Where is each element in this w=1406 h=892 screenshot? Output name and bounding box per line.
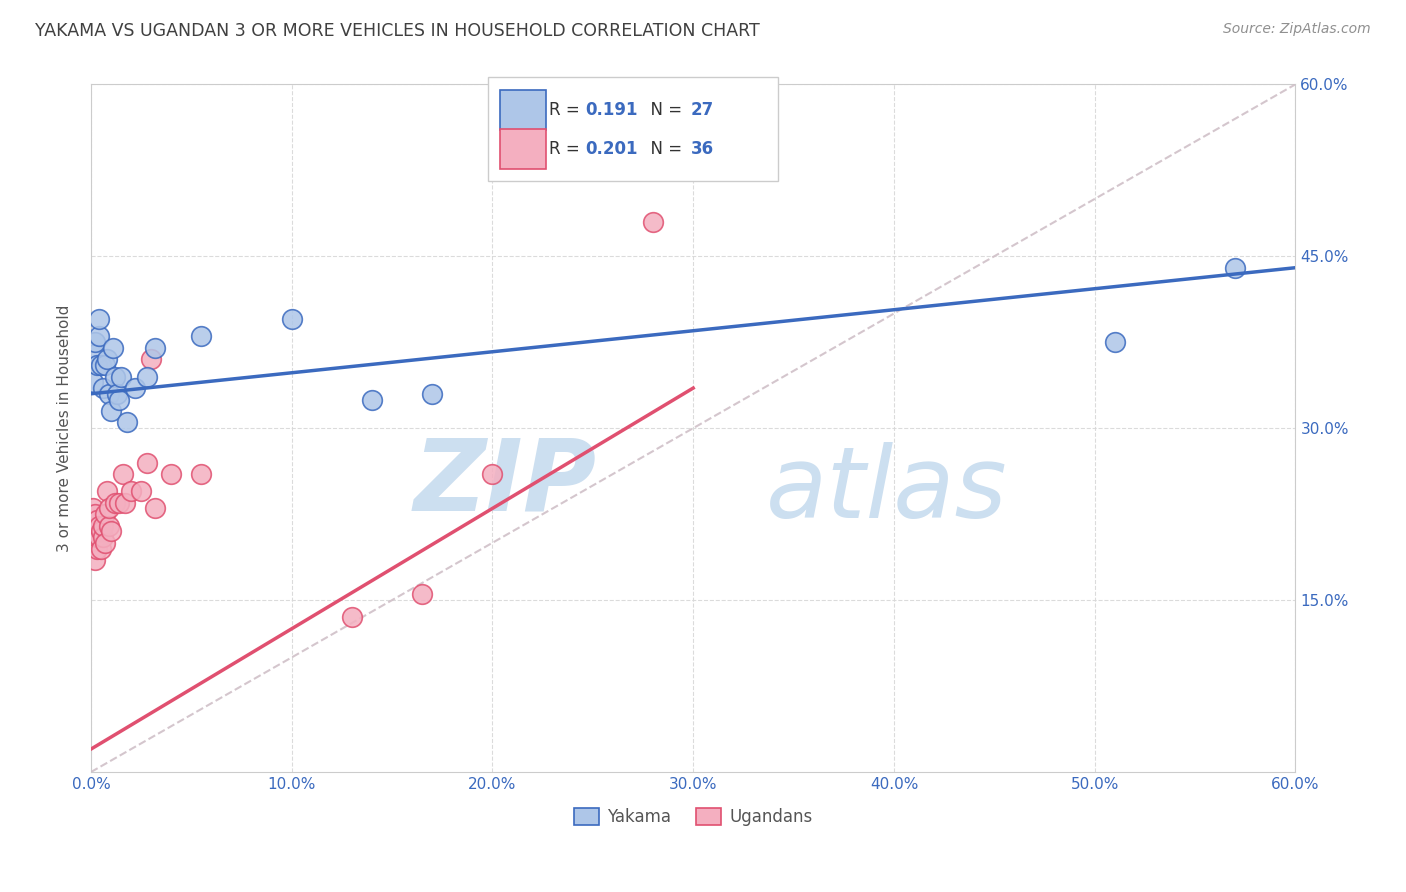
FancyBboxPatch shape	[501, 90, 547, 130]
Point	[129, 484, 152, 499]
FancyBboxPatch shape	[488, 78, 778, 180]
Point	[90, 541, 112, 556]
Point	[98, 386, 121, 401]
Point	[84, 507, 107, 521]
Point	[104, 496, 127, 510]
Point	[100, 404, 122, 418]
Text: R =: R =	[548, 102, 585, 120]
Point	[87, 329, 110, 343]
Point	[136, 456, 159, 470]
Point	[84, 335, 107, 350]
Text: ZIP: ZIP	[413, 434, 596, 532]
Point	[87, 312, 110, 326]
Point	[98, 501, 121, 516]
Point	[104, 369, 127, 384]
Y-axis label: 3 or more Vehicles in Household: 3 or more Vehicles in Household	[58, 304, 72, 552]
Point	[91, 530, 114, 544]
Text: R =: R =	[548, 140, 585, 158]
Text: atlas: atlas	[765, 442, 1007, 539]
Point	[94, 536, 117, 550]
Text: Source: ZipAtlas.com: Source: ZipAtlas.com	[1223, 22, 1371, 37]
Point	[82, 376, 104, 390]
Point	[101, 341, 124, 355]
Point	[91, 518, 114, 533]
Point	[340, 610, 363, 624]
Point	[82, 501, 104, 516]
Point	[96, 352, 118, 367]
Point	[136, 369, 159, 384]
Text: N =: N =	[640, 140, 688, 158]
Legend: Yakama, Ugandans: Yakama, Ugandans	[567, 801, 820, 832]
Point	[124, 381, 146, 395]
Point	[143, 341, 166, 355]
Point	[84, 524, 107, 539]
Point	[86, 530, 108, 544]
Point	[115, 416, 138, 430]
Point	[481, 467, 503, 481]
Text: 0.201: 0.201	[585, 140, 637, 158]
Point	[112, 467, 135, 481]
Point	[108, 496, 131, 510]
Point	[141, 352, 163, 367]
Point	[114, 496, 136, 510]
Point	[84, 553, 107, 567]
Point	[143, 501, 166, 516]
Point	[411, 587, 433, 601]
FancyBboxPatch shape	[501, 129, 547, 169]
Point	[82, 524, 104, 539]
Point	[84, 346, 107, 360]
Point	[1104, 335, 1126, 350]
Point	[96, 484, 118, 499]
Point	[1225, 260, 1247, 275]
Point	[82, 513, 104, 527]
Point	[87, 518, 110, 533]
Point	[91, 381, 114, 395]
Point	[641, 215, 664, 229]
Point	[94, 507, 117, 521]
Point	[86, 358, 108, 372]
Point	[86, 513, 108, 527]
Point	[190, 467, 212, 481]
Point	[420, 386, 443, 401]
Point	[280, 312, 302, 326]
Point	[86, 541, 108, 556]
Text: 0.191: 0.191	[585, 102, 637, 120]
Point	[100, 524, 122, 539]
Text: YAKAMA VS UGANDAN 3 OR MORE VEHICLES IN HOUSEHOLD CORRELATION CHART: YAKAMA VS UGANDAN 3 OR MORE VEHICLES IN …	[35, 22, 759, 40]
Point	[90, 358, 112, 372]
Point	[110, 369, 132, 384]
Point	[190, 329, 212, 343]
Text: 27: 27	[690, 102, 714, 120]
Point	[361, 392, 384, 407]
Point	[120, 484, 142, 499]
Point	[108, 392, 131, 407]
Point	[94, 358, 117, 372]
Point	[160, 467, 183, 481]
Point	[98, 518, 121, 533]
Point	[90, 524, 112, 539]
Point	[87, 530, 110, 544]
Point	[105, 386, 128, 401]
Text: N =: N =	[640, 102, 688, 120]
Text: 36: 36	[690, 140, 714, 158]
